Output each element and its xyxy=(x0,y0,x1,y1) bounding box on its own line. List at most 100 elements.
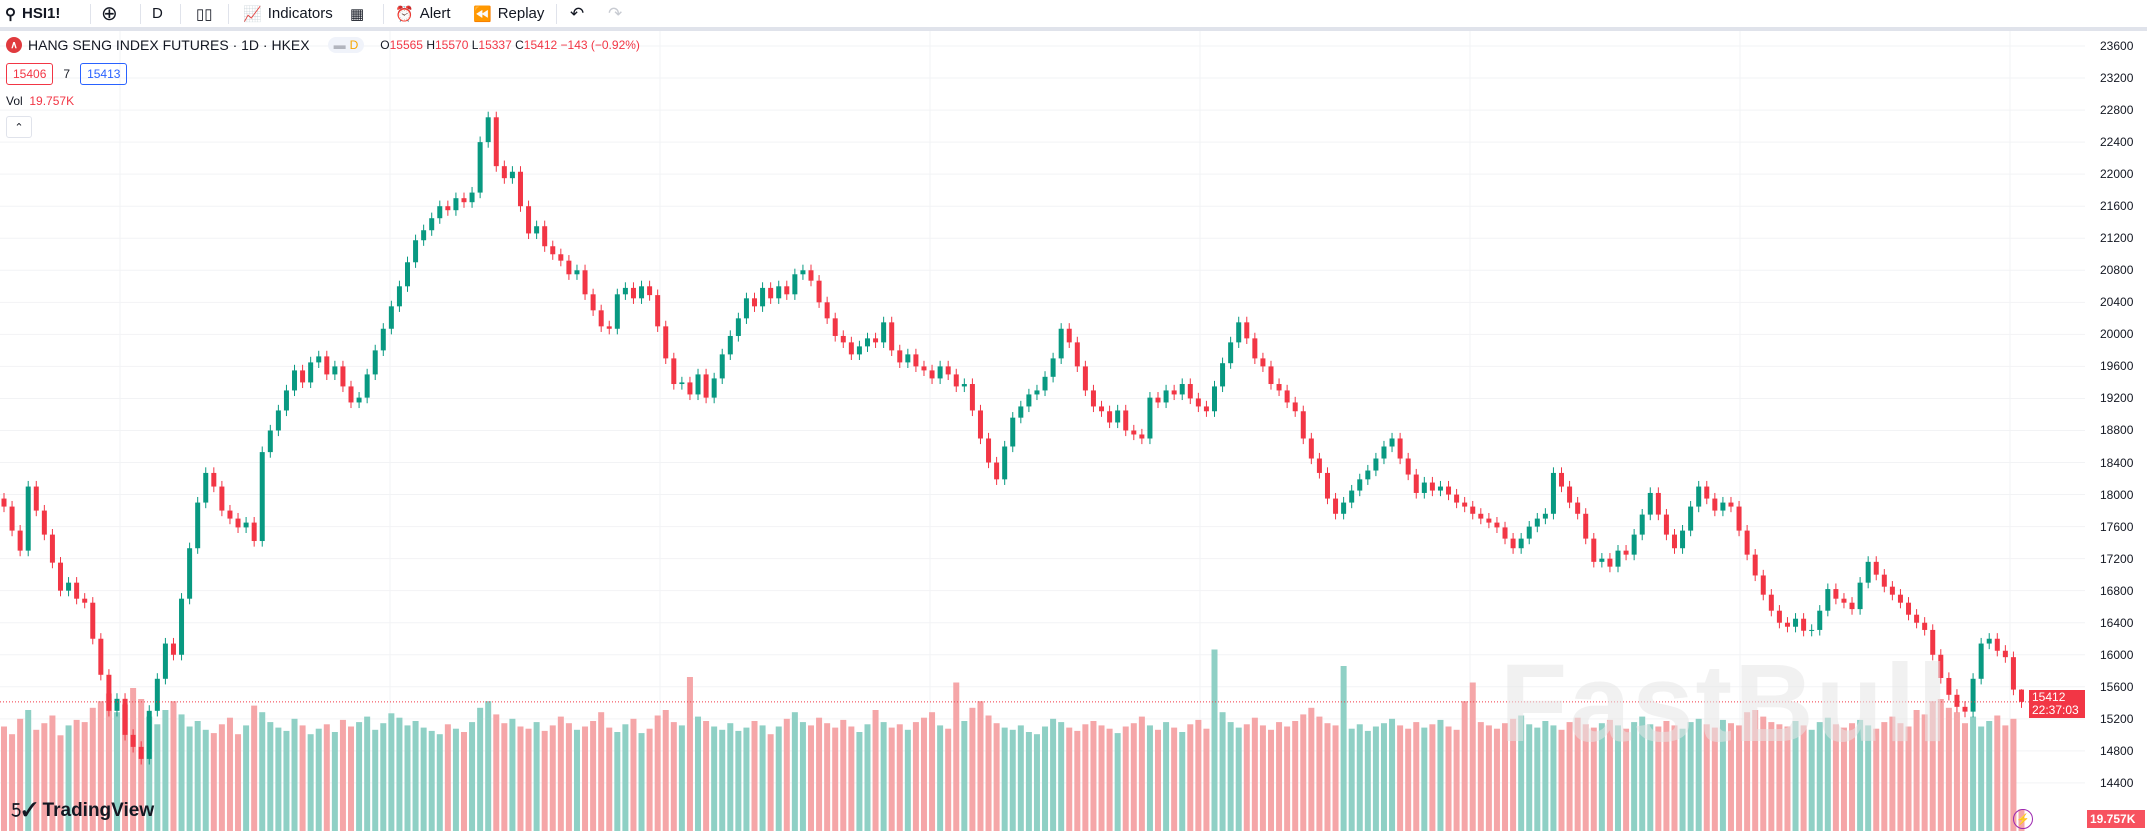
volume-bar xyxy=(1784,726,1791,831)
candle-body xyxy=(235,518,241,528)
volume-bar xyxy=(186,726,193,831)
price-tick: 19600 xyxy=(2100,359,2134,374)
price-tick: 15600 xyxy=(2100,679,2134,694)
volume-bar xyxy=(1356,724,1363,831)
candle-body xyxy=(203,472,209,503)
candle-body xyxy=(1,498,7,507)
alert-label: Alert xyxy=(419,5,451,22)
candle-body xyxy=(1470,506,1476,514)
chart-type-button[interactable]: ▯▯ xyxy=(196,0,213,27)
replay-button[interactable]: ⏪ Replay xyxy=(473,0,544,27)
candle-body xyxy=(1841,598,1847,603)
volume-bar xyxy=(65,725,72,831)
alert-button[interactable]: ⏰ Alert xyxy=(395,0,451,27)
candle-body xyxy=(501,166,507,179)
redo-button[interactable]: ↷ xyxy=(608,0,622,27)
volume-bar xyxy=(1292,721,1299,831)
volume-bar xyxy=(444,724,451,831)
candle-body xyxy=(1793,618,1799,627)
volume-bar xyxy=(816,717,823,831)
volume-bar xyxy=(1130,723,1137,831)
volume-bar xyxy=(243,725,250,831)
candle-body xyxy=(1050,358,1056,377)
volume-bar xyxy=(1251,717,1258,831)
collapse-legend-button[interactable]: ⌃ xyxy=(6,116,32,138)
candle-body xyxy=(1752,554,1758,576)
buy-button[interactable]: 15413 xyxy=(80,63,128,85)
volume-bar xyxy=(1155,729,1162,831)
volume-bar xyxy=(1808,729,1815,831)
volume-bar xyxy=(872,710,879,831)
volume-bar xyxy=(170,701,177,831)
candle-body xyxy=(1663,514,1669,535)
price-chart[interactable] xyxy=(0,31,2147,831)
volume-bar xyxy=(57,735,64,831)
lightning-icon[interactable]: ⚡ xyxy=(2013,809,2033,829)
undo-button[interactable]: ↶ xyxy=(570,0,584,27)
candle-body xyxy=(1316,458,1322,473)
price-tick: 16800 xyxy=(2100,583,2134,598)
candle-body xyxy=(598,310,604,327)
volume-bar xyxy=(1259,725,1266,831)
candle-body xyxy=(41,510,47,535)
volume-bar xyxy=(775,726,782,831)
candle-body xyxy=(647,286,653,296)
candle-body xyxy=(905,354,911,363)
interval-button[interactable]: D xyxy=(152,0,163,27)
sell-button[interactable]: 15406 xyxy=(6,63,54,85)
candle-body xyxy=(1639,514,1645,535)
volume-bar xyxy=(1461,701,1468,831)
volume-bar xyxy=(1421,727,1428,831)
volume-bar xyxy=(791,712,798,831)
candle-body xyxy=(332,366,338,375)
volume-bar xyxy=(307,734,314,831)
volume-bar xyxy=(1978,726,1985,831)
search-icon: ⚲ xyxy=(5,5,16,23)
volume-bar xyxy=(267,722,274,831)
candle-body xyxy=(1147,397,1153,439)
volume-bar xyxy=(533,722,540,831)
candle-body xyxy=(453,198,459,211)
candle-body xyxy=(74,582,80,599)
candle-body xyxy=(33,486,39,511)
candle-body xyxy=(308,362,314,383)
candle-body xyxy=(1010,417,1016,447)
candle-body xyxy=(913,354,919,367)
candle-body xyxy=(1373,458,1379,471)
volume-bar xyxy=(1897,723,1904,831)
market-status-badge[interactable]: ▬ D xyxy=(327,37,365,53)
candle-body xyxy=(1696,486,1702,507)
volume-bar xyxy=(1824,717,1831,831)
volume-bar xyxy=(832,727,839,831)
volume-bar xyxy=(226,717,233,831)
volume-bar xyxy=(606,727,613,831)
candle-body xyxy=(1817,610,1823,630)
volume-bar xyxy=(557,716,564,831)
candle-body xyxy=(881,322,887,343)
candle-body xyxy=(768,287,774,299)
candle-body xyxy=(429,218,435,231)
volume-bar xyxy=(1493,728,1500,831)
volume-bar xyxy=(912,722,919,831)
indicators-button[interactable]: 📈 Indicators xyxy=(243,0,333,27)
tradingview-logo[interactable]: 𝟻✓ TradingView xyxy=(10,800,155,821)
symbol-search[interactable]: ⚲ HSI1! xyxy=(5,0,60,27)
volume-bar xyxy=(1873,728,1880,831)
volume-bar xyxy=(646,728,653,831)
candle-body xyxy=(961,384,967,387)
templates-button[interactable]: ▦ xyxy=(350,0,364,27)
candle-body xyxy=(66,582,72,591)
symbol-title[interactable]: HANG SENG INDEX FUTURES · 1D · HKEX xyxy=(28,37,310,53)
compare-symbol-button[interactable]: ⊕ xyxy=(101,0,118,27)
volume-bar xyxy=(1953,712,1960,831)
candle-body xyxy=(1526,526,1532,539)
candle-body xyxy=(1712,498,1718,511)
volume-bar xyxy=(1986,721,1993,831)
volume-bar xyxy=(1380,723,1387,831)
volume-bar xyxy=(1542,721,1549,831)
volume-bar xyxy=(283,730,290,831)
candle-body xyxy=(82,598,88,603)
volume-bar xyxy=(1332,725,1339,831)
volume-bar xyxy=(703,721,710,831)
volume-bar xyxy=(1389,718,1396,831)
